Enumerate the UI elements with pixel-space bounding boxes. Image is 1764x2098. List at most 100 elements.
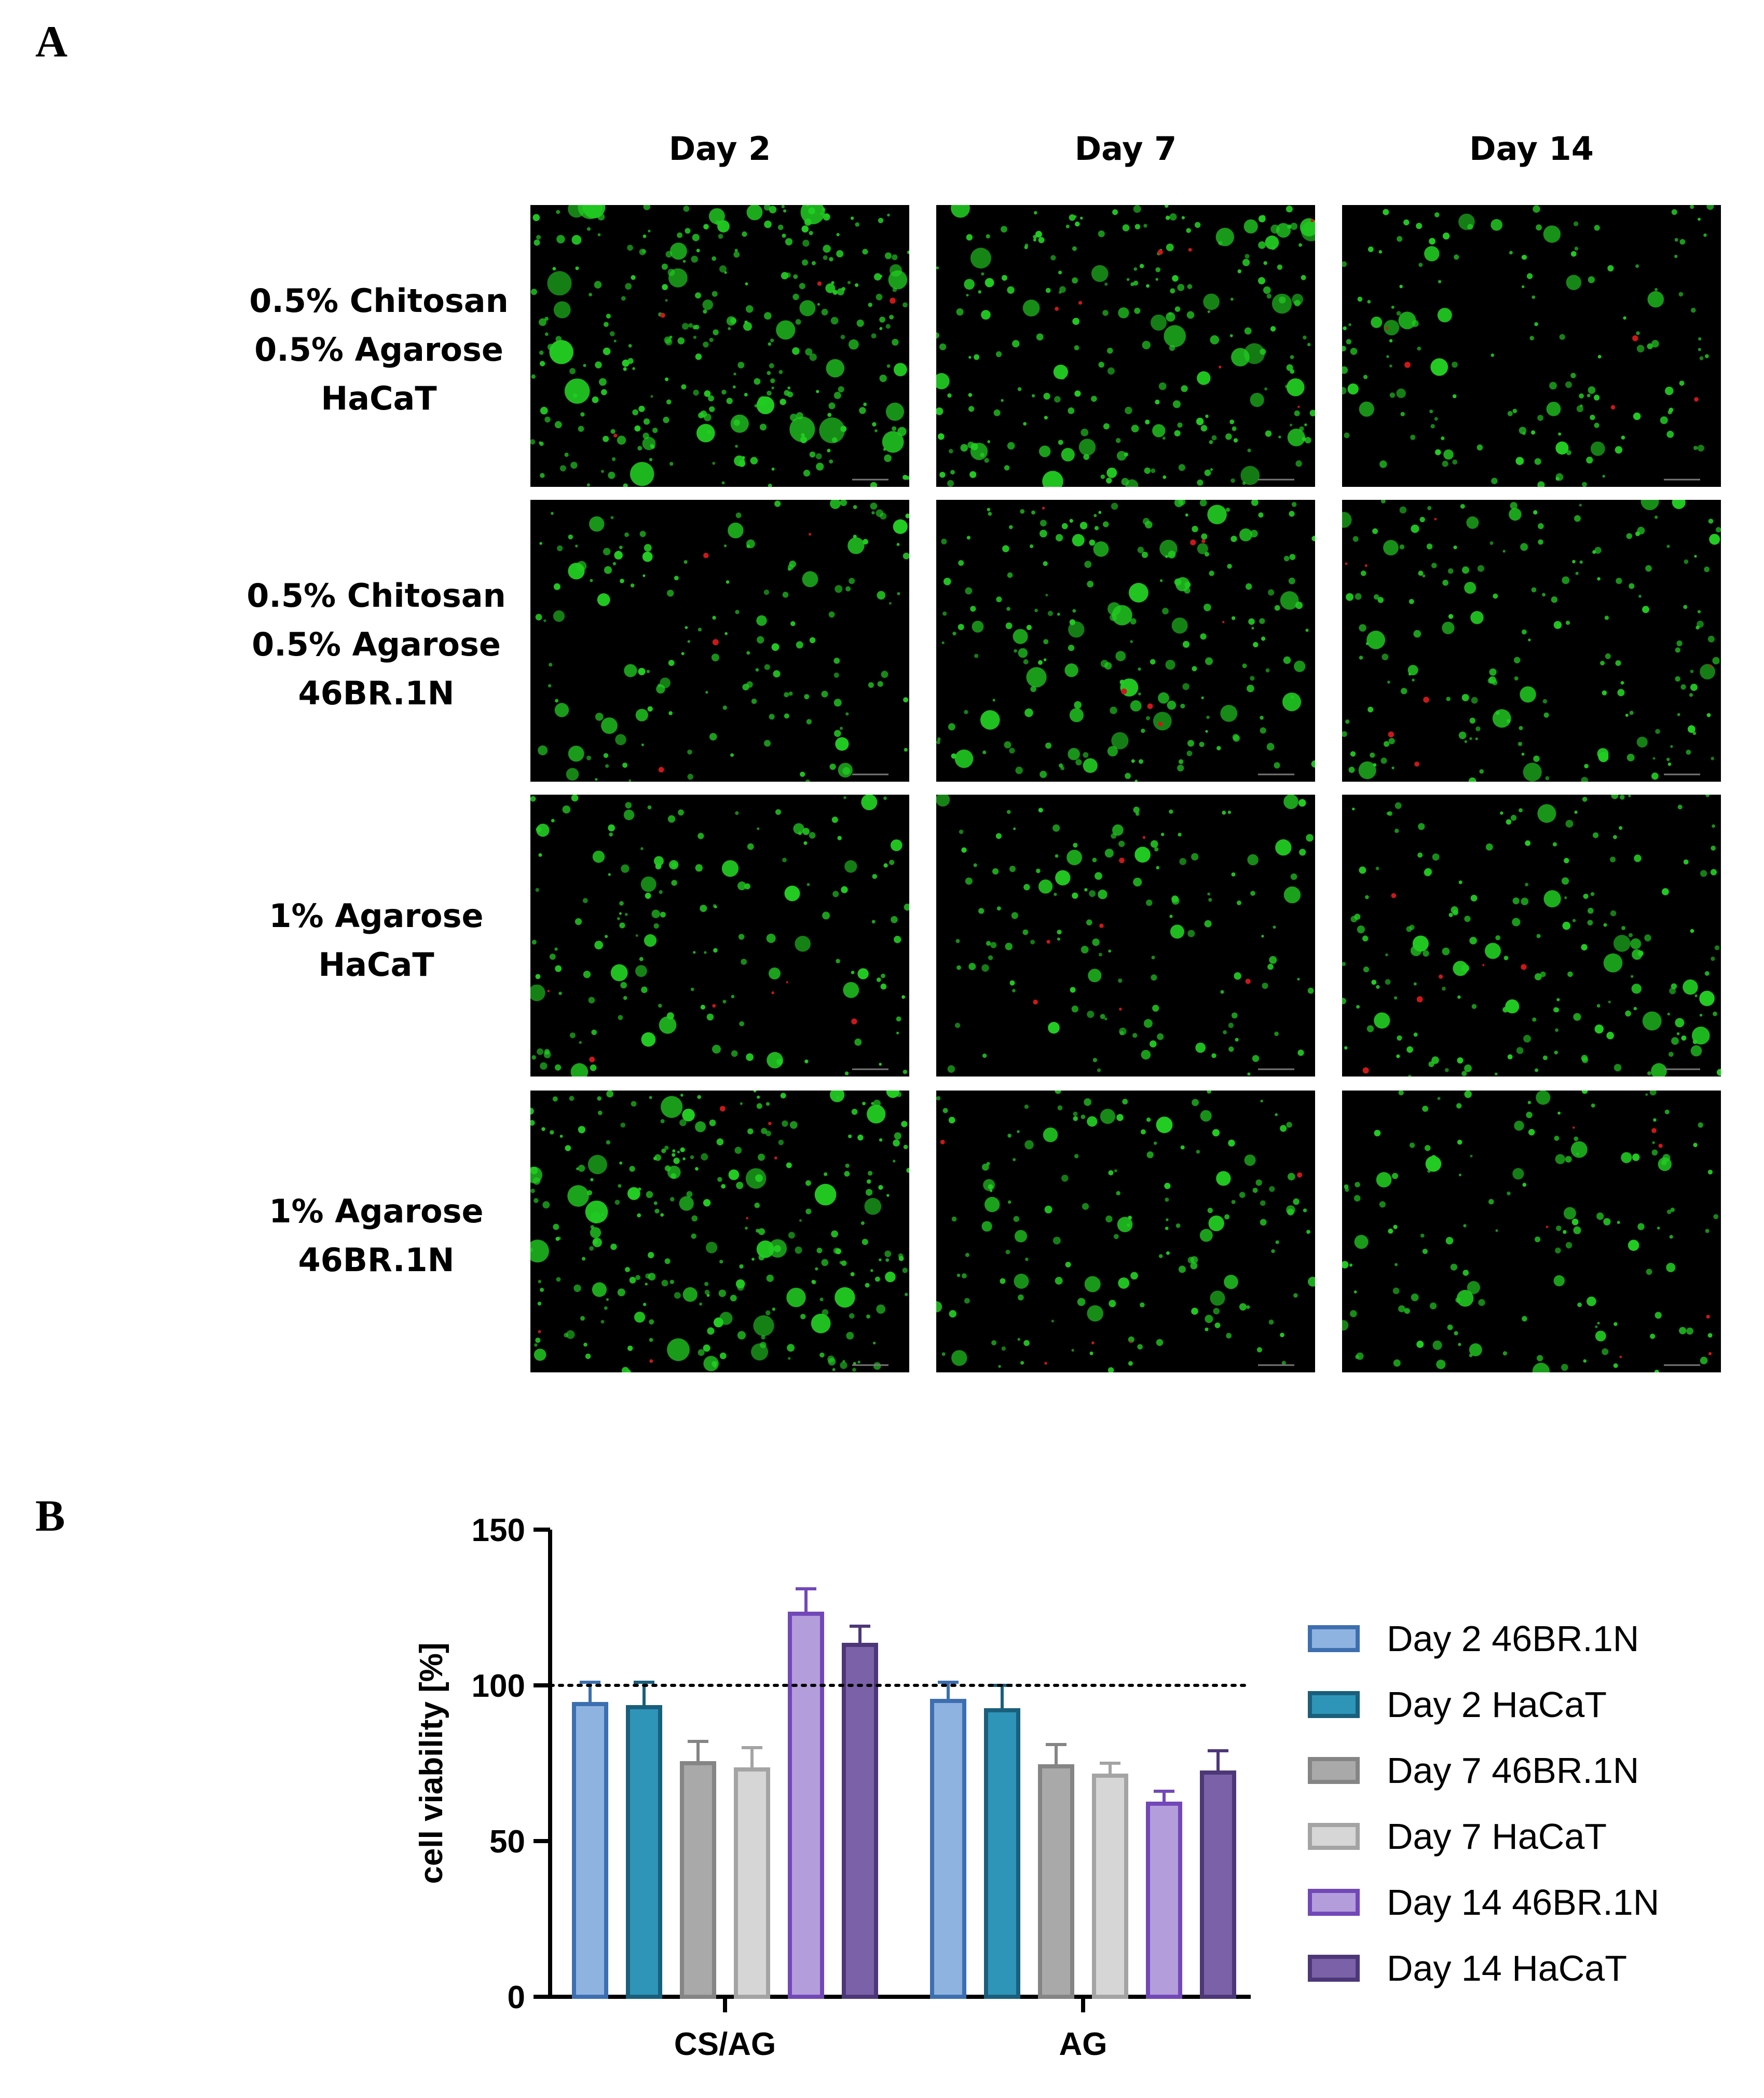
live-cell <box>619 546 623 549</box>
live-cell <box>550 1130 554 1135</box>
live-cell <box>835 1287 855 1308</box>
bar <box>1146 1802 1182 1999</box>
live-cell <box>1265 668 1270 673</box>
live-cell <box>865 1283 870 1288</box>
live-cell <box>1164 325 1186 347</box>
live-cell <box>551 512 554 515</box>
live-cell <box>1573 1013 1581 1021</box>
live-cell <box>1565 620 1570 625</box>
live-cell <box>1074 390 1081 397</box>
live-cell <box>1681 1035 1687 1041</box>
live-cell <box>1610 856 1616 863</box>
live-cell <box>1005 943 1013 950</box>
live-cell <box>1220 990 1224 994</box>
live-cell <box>1044 1205 1052 1214</box>
live-cell <box>776 1058 783 1065</box>
live-cell <box>878 1185 883 1190</box>
live-cell <box>1595 1325 1598 1328</box>
live-cell <box>871 920 876 924</box>
live-cell <box>1203 293 1220 310</box>
live-cell <box>1240 466 1260 485</box>
live-cell <box>1717 1069 1721 1076</box>
live-cell <box>1091 396 1097 402</box>
live-cell <box>1150 659 1156 665</box>
live-cell <box>613 339 617 343</box>
live-cell <box>1089 890 1096 897</box>
live-cell <box>799 300 816 317</box>
live-cell <box>854 1038 862 1046</box>
live-cell <box>719 1312 733 1325</box>
live-cell <box>1565 1156 1572 1163</box>
live-cell <box>765 1102 770 1106</box>
live-cell <box>786 1288 806 1307</box>
live-cell <box>1700 664 1715 679</box>
live-cell <box>1051 1319 1055 1323</box>
live-cell <box>1640 500 1659 510</box>
live-cell <box>599 378 607 386</box>
live-cell <box>649 458 653 461</box>
live-cell <box>531 1055 536 1060</box>
live-cell <box>1172 400 1181 408</box>
live-cell <box>862 1101 866 1106</box>
live-cell <box>706 1013 714 1021</box>
live-cell <box>1260 716 1264 720</box>
live-cell <box>1207 892 1211 896</box>
live-cell <box>1603 1218 1611 1225</box>
live-cell <box>1392 1173 1398 1179</box>
live-cell <box>1065 224 1070 228</box>
live-cell <box>542 1201 550 1209</box>
live-cell <box>1413 630 1421 638</box>
live-cell <box>713 948 718 953</box>
live-cell <box>894 1132 901 1140</box>
live-cell <box>1086 919 1092 925</box>
live-cell <box>1162 607 1169 615</box>
live-cell <box>832 1368 836 1371</box>
micrograph-2-2 <box>1342 795 1721 1077</box>
live-cell <box>1057 930 1062 935</box>
live-cell <box>951 753 956 759</box>
live-cell <box>1146 284 1150 288</box>
live-cell <box>664 1146 669 1150</box>
live-cell <box>1704 971 1710 976</box>
live-cell <box>1060 766 1065 770</box>
live-cell <box>1005 1249 1010 1255</box>
live-cell <box>1698 217 1701 221</box>
live-cell <box>1174 430 1181 437</box>
live-cell <box>1403 219 1410 226</box>
live-cell <box>809 353 817 361</box>
live-cell <box>1305 437 1311 444</box>
live-cell <box>1413 982 1417 986</box>
live-cell <box>1252 1188 1258 1193</box>
live-cell <box>619 922 625 929</box>
live-cell <box>814 1183 837 1206</box>
live-cell <box>1273 925 1276 929</box>
live-cell <box>1084 1098 1091 1106</box>
live-cell <box>697 1095 701 1099</box>
live-cell <box>653 923 659 929</box>
live-cell <box>1087 1011 1095 1018</box>
live-cell <box>544 416 551 423</box>
live-cell <box>735 1279 745 1289</box>
live-cell <box>1594 547 1602 554</box>
live-cell <box>956 1273 961 1277</box>
live-cell <box>568 563 585 580</box>
live-cell <box>1679 1327 1687 1334</box>
live-cell <box>903 1145 908 1149</box>
live-cell <box>678 809 684 816</box>
live-cell <box>695 353 702 360</box>
live-cell <box>631 1101 637 1107</box>
live-cell <box>1669 1052 1674 1057</box>
live-cell <box>1675 676 1680 682</box>
live-cell <box>879 1258 882 1261</box>
live-cell <box>650 444 654 448</box>
live-cell <box>1289 511 1295 517</box>
live-cell <box>1156 1339 1164 1346</box>
live-cell <box>1393 1359 1401 1367</box>
live-cell <box>1613 935 1631 952</box>
live-cell <box>1007 1200 1011 1204</box>
live-cell <box>1251 626 1254 630</box>
live-cell <box>905 513 909 519</box>
live-cell <box>610 516 614 520</box>
live-cell <box>800 1314 806 1319</box>
live-cell <box>718 1289 726 1297</box>
